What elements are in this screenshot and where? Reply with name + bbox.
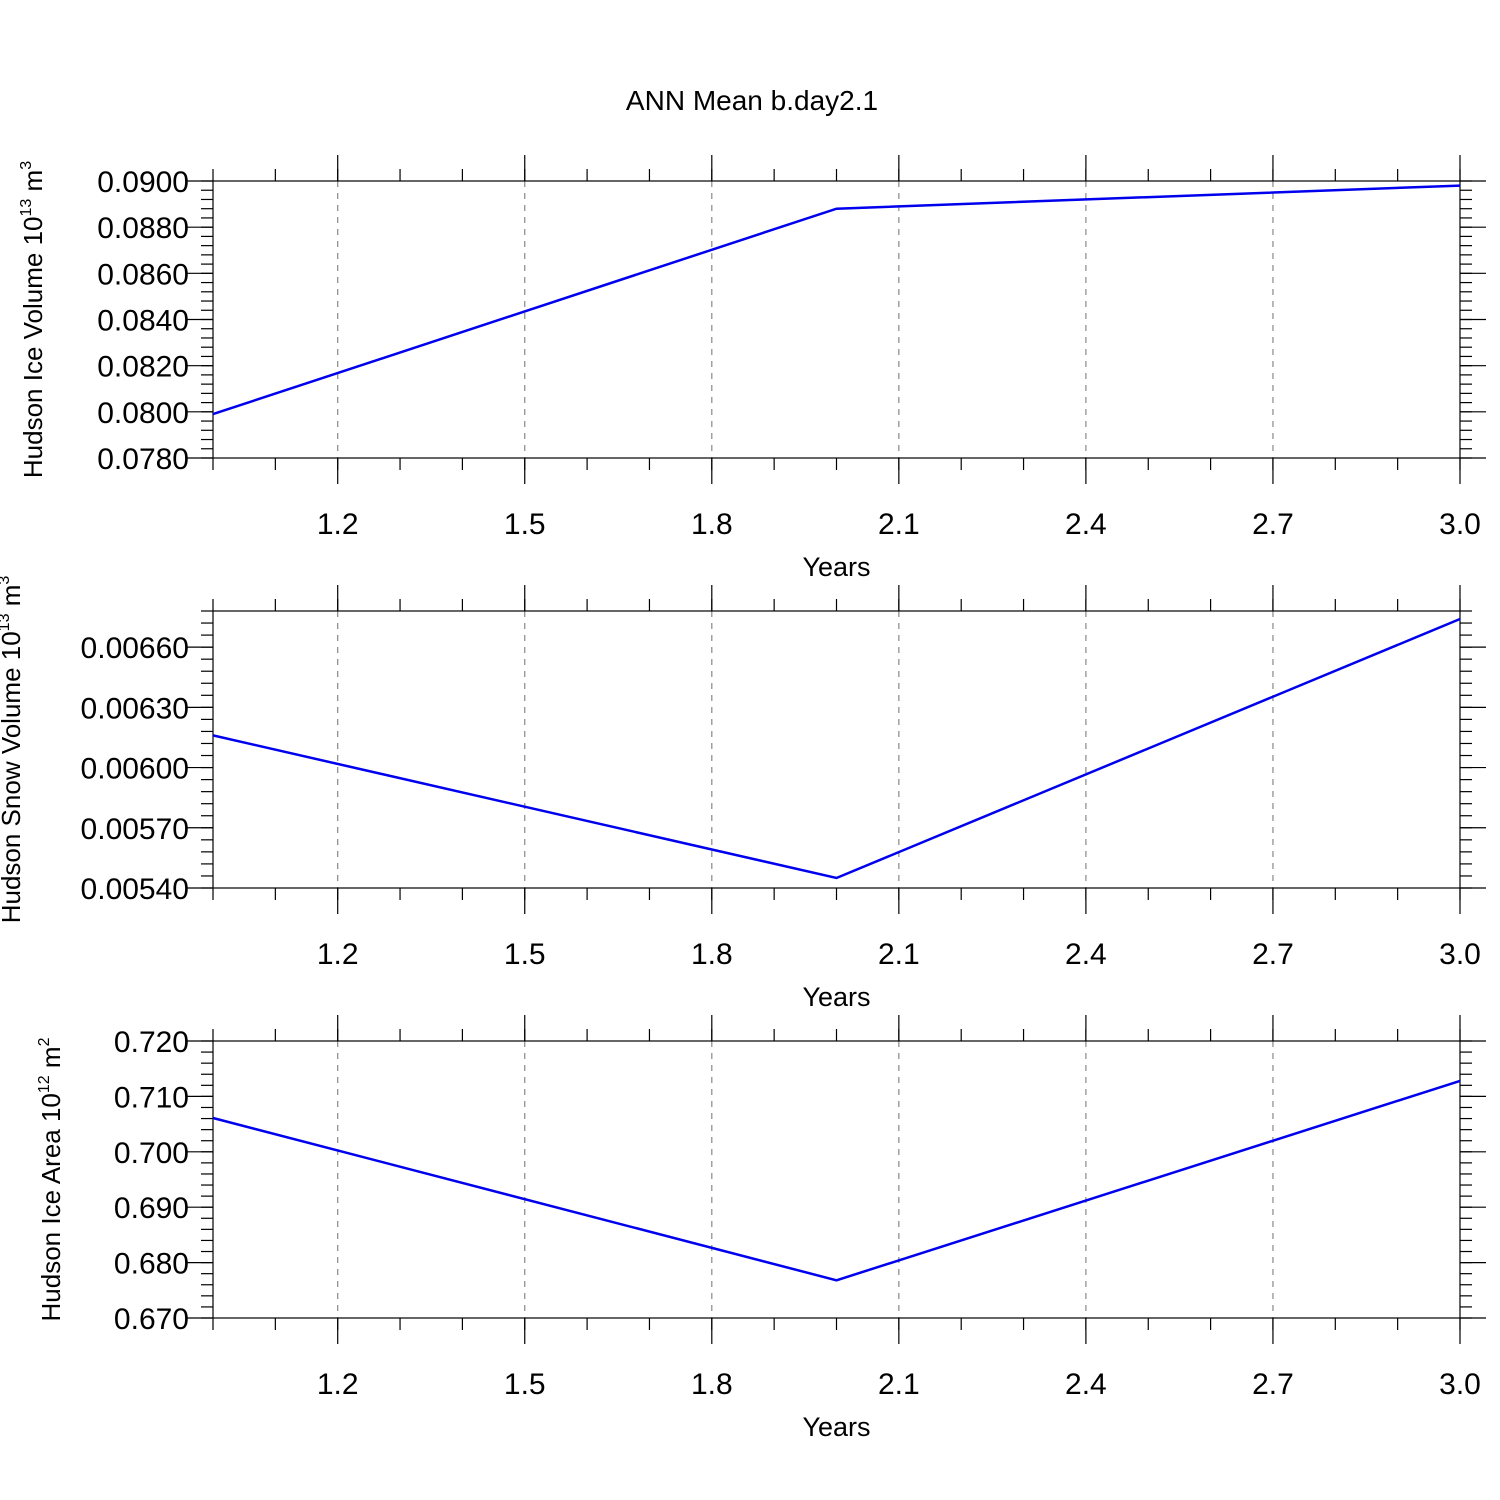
y-tick-label: 0.0780 xyxy=(97,443,189,476)
series-line xyxy=(212,184,1461,416)
y-tick-label: 0.0900 xyxy=(97,166,189,199)
chart-title: ANN Mean b.day2.1 xyxy=(626,85,878,116)
y-tick-label: 0.0840 xyxy=(97,305,189,338)
y-tick-label: 0.700 xyxy=(114,1137,189,1170)
x-tick-label: 2.4 xyxy=(1065,1368,1107,1401)
y-axis-title: Hudson Ice Area 1012 m2 xyxy=(36,1037,66,1321)
x-tick-label: 1.5 xyxy=(504,508,546,541)
x-tick-label: 2.1 xyxy=(878,938,920,971)
y-tick-label: 0.00570 xyxy=(81,813,189,846)
x-tick-label: 1.2 xyxy=(317,508,359,541)
x-tick-label: 3.0 xyxy=(1439,508,1481,541)
x-tick-label: 1.8 xyxy=(691,508,733,541)
x-tick-label: 2.7 xyxy=(1252,1368,1294,1401)
x-axis-title: Years xyxy=(802,552,870,582)
x-axis-title: Years xyxy=(802,982,870,1012)
y-tick-label: 0.0800 xyxy=(97,397,189,430)
y-tick-label: 0.0860 xyxy=(97,258,189,291)
x-tick-label: 1.8 xyxy=(691,1368,733,1401)
y-tick-label: 0.710 xyxy=(114,1081,189,1114)
x-tick-label: 1.5 xyxy=(504,1368,546,1401)
y-tick-label: 0.00540 xyxy=(81,873,189,906)
y-tick-label: 0.0820 xyxy=(97,351,189,384)
series-line xyxy=(212,1079,1461,1282)
x-tick-label: 2.7 xyxy=(1252,938,1294,971)
x-tick-label: 1.5 xyxy=(504,938,546,971)
x-tick-label: 2.1 xyxy=(878,1368,920,1401)
y-tick-label: 0.00660 xyxy=(81,632,189,665)
x-tick-label: 1.2 xyxy=(317,1368,359,1401)
panel-2: 1.2 1.5 1.8 2.1 2.4 2.7 3.0 0.00540 0.00570 0.006… xyxy=(0,576,1486,1012)
y-tick-label: 0.680 xyxy=(114,1248,189,1281)
x-tick-label: 2.1 xyxy=(878,508,920,541)
y-tick-label: 0.670 xyxy=(114,1303,189,1336)
y-tick-label: 0.0880 xyxy=(97,212,189,245)
x-tick-label: 2.7 xyxy=(1252,508,1294,541)
y-axis-title: Hudson Ice Volume 1013 m3 xyxy=(18,161,48,478)
x-tick-label: 2.4 xyxy=(1065,938,1107,971)
y-tick-label: 0.00600 xyxy=(81,753,189,786)
x-tick-label: 3.0 xyxy=(1439,1368,1481,1401)
x-tick-label: 1.2 xyxy=(317,938,359,971)
y-tick-label: 0.720 xyxy=(114,1026,189,1059)
x-tick-label: 3.0 xyxy=(1439,938,1481,971)
x-axis-title: Years xyxy=(802,1412,870,1442)
series-line xyxy=(212,617,1461,880)
panel-3: 1.2 1.5 1.8 2.1 2.4 2.7 3.0 0.670 0.680 0.690 0.70… xyxy=(36,1015,1486,1442)
x-tick-label: 1.8 xyxy=(691,938,733,971)
y-tick-label: 0.690 xyxy=(114,1192,189,1225)
x-tick-label: 2.4 xyxy=(1065,508,1107,541)
y-tick-label: 0.00630 xyxy=(81,692,189,725)
y-axis-title: Hudson Snow Volume 1013 m3 xyxy=(0,576,26,924)
panel-1: 1.2 1.5 1.8 2.1 2.4 2.7 3.0 0.0780 0.0800 0.0820 0… xyxy=(18,155,1486,582)
